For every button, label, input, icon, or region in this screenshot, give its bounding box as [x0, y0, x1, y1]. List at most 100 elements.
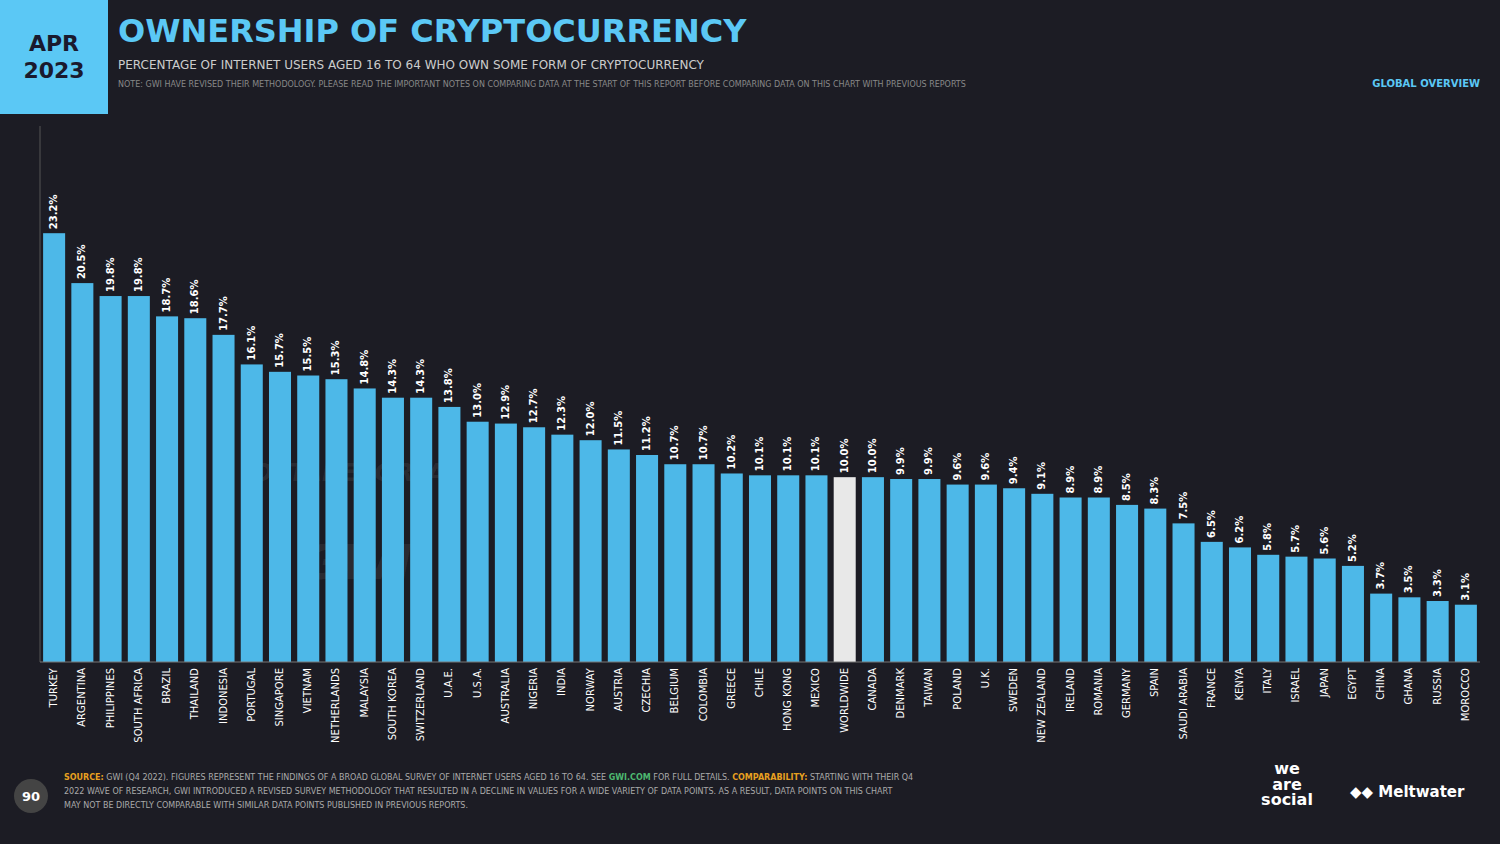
bar: [156, 316, 178, 662]
x-tick-label: ISRAEL: [1290, 668, 1301, 703]
x-tick-label: MOROCCO: [1460, 668, 1471, 721]
bar: [890, 479, 912, 662]
header-text: OWNERSHIP OF CRYPTOCURRENCYPERCENTAGE OF…: [118, 12, 1340, 89]
bar: [1003, 488, 1025, 662]
x-tick-label: POLAND: [952, 668, 963, 710]
data-label: 10.0%: [839, 438, 850, 473]
bar: [664, 464, 686, 662]
data-label: 15.3%: [330, 341, 341, 376]
x-tick-label: SOUTH KOREA: [387, 668, 398, 740]
bar: [805, 475, 827, 662]
data-label: 5.2%: [1347, 534, 1358, 562]
x-tick-label: AUSTRIA: [613, 668, 624, 712]
source-line: SOURCE: GWI (Q4 2022). FIGURES REPRESENT…: [64, 771, 1194, 785]
x-tick-label: MEXICO: [810, 668, 821, 708]
data-label: 12.0%: [585, 402, 596, 437]
bar: [410, 398, 432, 662]
x-tick-label: GREECE: [726, 668, 737, 709]
data-label: 9.1%: [1036, 462, 1047, 490]
bar: [1455, 605, 1477, 662]
x-tick-label: JAPAN: [1319, 668, 1330, 698]
data-label: 12.3%: [556, 396, 567, 431]
bar: [523, 427, 545, 662]
source-note: SOURCE: GWI (Q4 2022). FIGURES REPRESENT…: [64, 771, 1194, 813]
x-tick-label: CANADA: [867, 668, 878, 711]
x-tick-label: SWITZERLAND: [415, 668, 426, 742]
x-tick-label: MALAYSIA: [359, 668, 370, 718]
data-label: 6.2%: [1234, 516, 1245, 544]
x-tick-label: SPAIN: [1149, 668, 1160, 697]
bar: [128, 296, 150, 662]
bar: [354, 388, 376, 662]
x-tick-label: FRANCE: [1206, 668, 1217, 708]
data-label: 9.9%: [895, 447, 906, 475]
bar: [43, 233, 65, 662]
y-axis-line: [40, 126, 41, 662]
date-box: APR2023: [0, 0, 108, 114]
bar: [325, 379, 347, 662]
x-tick-label: WORLDWIDE: [839, 668, 850, 733]
data-label: 10.1%: [810, 437, 821, 472]
x-tick-label: ROMANIA: [1093, 668, 1104, 716]
x-tick-label: GHANA: [1403, 668, 1414, 705]
data-label: 18.7%: [161, 278, 172, 313]
bar: [241, 364, 263, 662]
bar: [382, 398, 404, 662]
bar: [580, 440, 602, 662]
x-tick-label: EGYPT: [1347, 667, 1358, 700]
x-tick-label: INDONESIA: [218, 668, 229, 724]
global-overview: GLOBAL OVERVIEW: [1372, 78, 1480, 89]
data-label: 14.8%: [359, 350, 370, 385]
source-text: FOR FULL DETAILS.: [651, 773, 732, 782]
x-tick-label: NORWAY: [585, 667, 596, 711]
comparability-label: COMPARABILITY:: [732, 773, 807, 782]
bar: [184, 318, 206, 662]
x-tick-label: HONG KONG: [782, 668, 793, 731]
x-tick-label: GERMANY: [1121, 667, 1132, 718]
x-tick-label: RUSSIA: [1432, 668, 1443, 705]
bar: [467, 422, 489, 662]
x-tick-label: ARGENTINA: [76, 668, 87, 727]
data-label: 11.5%: [613, 411, 624, 446]
bar: [918, 479, 940, 662]
source-line: 2022 WAVE OF RESEARCH, GWI INTRODUCED A …: [64, 785, 1194, 799]
data-label: 17.7%: [218, 296, 229, 331]
note: NOTE: GWI HAVE REVISED THEIR METHODOLOGY…: [118, 80, 1340, 89]
bar: [71, 283, 93, 662]
data-label: 5.8%: [1262, 523, 1273, 551]
data-label: 16.1%: [246, 326, 257, 361]
data-label: 6.5%: [1206, 510, 1217, 538]
x-tick-label: U.A.E.: [443, 668, 454, 698]
bar: [1257, 555, 1279, 662]
source-text: MAY NOT BE DIRECTLY COMPARABLE WITH SIMI…: [64, 801, 468, 810]
bar: [1116, 505, 1138, 662]
data-label: 14.3%: [387, 359, 398, 394]
x-tick-label: VIETNAM: [302, 668, 313, 713]
bar: [608, 449, 630, 662]
x-tick-label: DENMARK: [895, 668, 906, 719]
x-tick-label: SWEDEN: [1008, 668, 1019, 712]
bar: [1370, 594, 1392, 662]
data-label: 20.5%: [76, 244, 87, 279]
source-link: GWI.COM: [609, 773, 651, 782]
data-label: 8.9%: [1065, 466, 1076, 494]
x-tick-label: TAIWAN: [923, 668, 934, 708]
bar: [777, 475, 799, 662]
data-label: 15.7%: [274, 333, 285, 368]
x-tick-label: KENYA: [1234, 668, 1245, 701]
bar: [269, 372, 291, 662]
data-label: 12.9%: [500, 385, 511, 420]
data-label: 12.7%: [528, 389, 539, 424]
x-tick-label: PORTUGAL: [246, 668, 257, 722]
chart: DATAREPORTALGWI23.2%20.5%19.8%19.8%18.7%…: [0, 114, 1500, 747]
source-text: GWI (Q4 2022). FIGURES REPRESENT THE FIN…: [106, 773, 608, 782]
title: OWNERSHIP OF CRYPTOCURRENCY: [118, 12, 1340, 50]
logo-meltwater: ◆◆ Meltwater: [1350, 783, 1464, 801]
data-label: 10.1%: [754, 437, 765, 472]
data-label: 10.0%: [867, 438, 878, 473]
data-label: 5.7%: [1290, 525, 1301, 553]
source-text: STARTING WITH THEIR Q4: [810, 773, 913, 782]
source-text: 2022 WAVE OF RESEARCH, GWI INTRODUCED A …: [64, 787, 892, 796]
bar: [1427, 601, 1449, 662]
logo-we-are-social: we are social: [1252, 761, 1322, 808]
